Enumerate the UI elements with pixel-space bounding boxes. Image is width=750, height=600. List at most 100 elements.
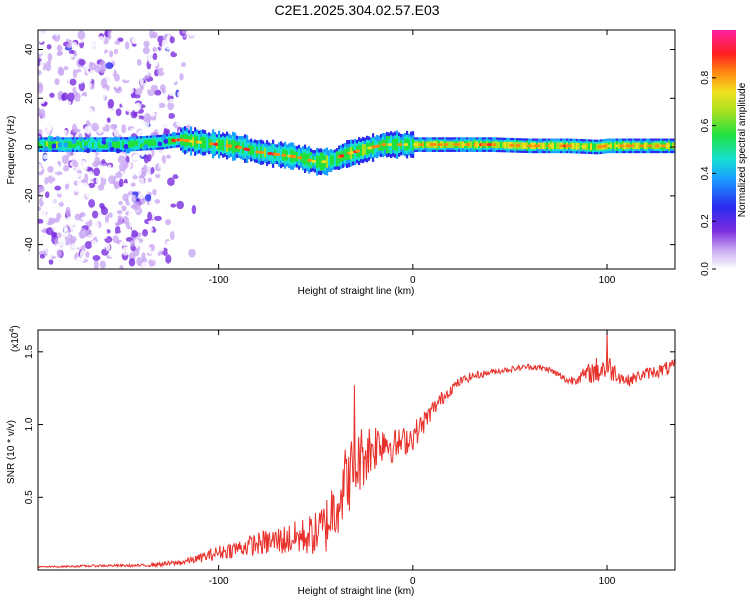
- ridge-cell: [612, 142, 615, 150]
- noise-cell: [53, 116, 58, 127]
- multiplier-base: (x10: [10, 332, 21, 352]
- noise-cell: [73, 128, 81, 133]
- ridge-cell: [98, 141, 101, 148]
- noise-cell: [108, 253, 116, 258]
- noise-cell: [61, 110, 69, 121]
- noise-cell: [79, 212, 86, 217]
- noise-cell: [168, 98, 175, 104]
- noise-cell: [111, 158, 119, 167]
- ridge-cell: [574, 142, 577, 150]
- ridge-cell: [148, 139, 151, 147]
- noise-cell: [144, 194, 152, 202]
- ridge-cell: [496, 141, 499, 149]
- ridge-cell: [670, 142, 673, 150]
- noise-cell: [121, 102, 129, 107]
- noise-cell: [159, 254, 166, 263]
- noise-cell: [155, 170, 161, 175]
- noise-cell: [184, 111, 189, 122]
- noise-cell: [121, 124, 127, 134]
- ridge-cell: [63, 142, 69, 148]
- snr-series-line: [38, 332, 675, 569]
- noise-cell: [111, 214, 119, 224]
- noise-cell: [149, 96, 157, 102]
- ridge-cell: [506, 141, 509, 149]
- ridge-cell: [232, 139, 235, 153]
- ridge-cell: [44, 141, 47, 148]
- noise-cell: [99, 65, 106, 74]
- ridge-cell: [75, 145, 81, 151]
- noise-cell: [42, 154, 49, 160]
- noise-cell: [168, 92, 175, 97]
- noise-cell: [82, 184, 90, 191]
- noise-cell: [63, 65, 69, 71]
- noise-cell: [69, 78, 77, 86]
- ridge-cell: [56, 141, 59, 148]
- noise-cell: [139, 77, 144, 86]
- noise-cell: [167, 101, 174, 111]
- noise-cell: [137, 119, 146, 127]
- svg-text:(x104): (x104): [9, 325, 21, 352]
- ridge-peak-cell: [567, 144, 573, 148]
- noise-cell: [126, 86, 134, 95]
- ridge-cell: [224, 140, 227, 151]
- noise-cell: [119, 264, 124, 269]
- noise-cell: [114, 56, 122, 65]
- ridge-peak-cell: [227, 144, 233, 148]
- noise-cell: [154, 199, 161, 204]
- snr-y-axis-label: SNR (10 * v/v): [6, 420, 17, 484]
- noise-cell: [69, 235, 77, 243]
- noise-cell: [184, 224, 189, 231]
- noise-cell: [177, 90, 185, 99]
- noise-cell: [91, 39, 100, 48]
- noise-cell: [50, 232, 57, 238]
- noise-cell: [78, 81, 86, 92]
- ridge-cell: [96, 141, 99, 148]
- noise-cell: [99, 260, 106, 269]
- noise-cell: [52, 85, 59, 91]
- noise-cell: [114, 181, 119, 190]
- noise-cell: [107, 164, 112, 173]
- colorbar: [712, 30, 736, 269]
- ridge-cell: [85, 148, 91, 154]
- ridge-peak-cell: [431, 143, 437, 147]
- ridge-peak-cell: [311, 159, 317, 163]
- noise-cell: [94, 221, 100, 230]
- noise-cell: [97, 36, 105, 44]
- noise-cell: [157, 210, 163, 215]
- ridge-cell: [636, 142, 639, 150]
- ridge-cell: [38, 141, 41, 148]
- noise-cell: [82, 97, 89, 103]
- ridge-cell: [116, 141, 119, 148]
- noise-cell: [175, 153, 182, 164]
- noise-cell: [114, 113, 123, 123]
- noise-cell: [191, 204, 197, 215]
- noise-cell: [73, 224, 79, 234]
- ridge-cell: [68, 141, 71, 148]
- ridge-peak-cell: [321, 160, 327, 164]
- noise-cell: [176, 64, 182, 71]
- ridge-cell: [118, 141, 121, 148]
- noise-cell: [129, 172, 135, 177]
- noise-cell: [58, 103, 63, 109]
- y-tick-label: 20: [24, 92, 35, 104]
- noise-cell: [172, 207, 180, 215]
- noise-cell: [125, 71, 131, 77]
- noise-cell: [52, 223, 58, 233]
- noise-cell: [106, 200, 112, 207]
- ridge-peak-cell: [491, 143, 497, 147]
- ridge-cell: [40, 141, 43, 148]
- noise-cell: [83, 215, 91, 223]
- ridge-cell: [394, 138, 397, 151]
- noise-cell: [99, 176, 107, 187]
- noise-cell: [39, 123, 47, 129]
- noise-cell: [114, 84, 120, 89]
- ridge-peak-cell: [237, 146, 243, 150]
- noise-cell: [158, 238, 166, 245]
- noise-cell: [38, 223, 45, 231]
- noise-cell: [45, 62, 52, 72]
- noise-cell: [104, 214, 110, 223]
- ridge-peak-cell: [515, 143, 521, 147]
- noise-cell: [148, 258, 156, 267]
- noise-cell: [72, 160, 79, 168]
- noise-cell: [43, 90, 48, 97]
